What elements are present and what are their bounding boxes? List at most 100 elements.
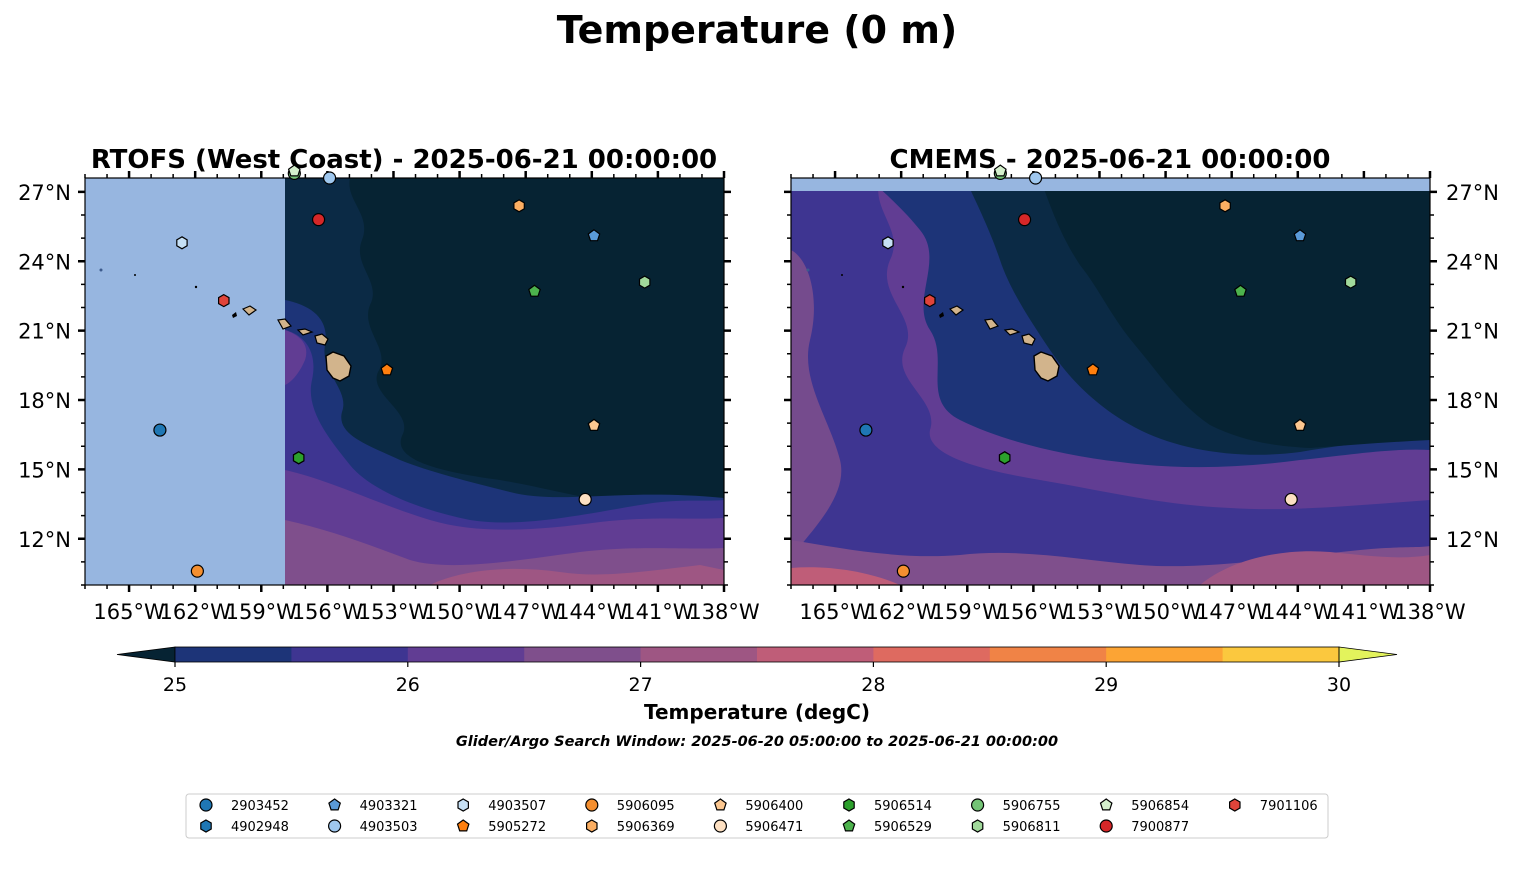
station-marker-5906811 [638,275,651,289]
x-tick-label: 141°W [622,600,694,624]
legend-label: 7900877 [1131,820,1189,835]
colorbar-segment [989,647,1107,662]
axes-left: 165°W162°W159°W156°W153°W150°W147°W144°W… [18,171,760,624]
legend-label: 5906811 [1003,820,1061,835]
station-marker-5906369 [513,199,525,213]
legend-label: 5906514 [874,799,932,814]
station-marker-2903452 [859,423,873,437]
station-legend: 2903452 4902948 4903321 4903503 4903507 59052… [185,793,1329,839]
legend-label: 5906369 [617,820,675,835]
colorbar: 25 26 27 28 29 30 [116,646,1398,696]
colorbar-label: Temperature (degC) [644,700,870,724]
station-marker-7900877 [311,213,326,227]
hawaii-islands-left [99,268,352,382]
colorbar-segment [757,647,874,662]
y-tick-label: 24°N [18,250,71,274]
colorbar-segment [1106,647,1224,662]
legend-label: 7901106 [1260,799,1318,814]
axes-right: 165°W162°W159°W156°W153°W150°W147°W144°W… [784,171,1499,624]
legend-marker-5906471 [713,819,728,833]
ocean-no-data-strip [791,178,1430,191]
colorbar-segment [873,647,991,662]
colorbar-segment [640,647,758,662]
station-marker-7900877 [1017,213,1032,227]
x-tick-label: 144°W [556,600,628,624]
x-tick-label: 162°W [159,600,231,624]
colorbar-segment [524,647,642,662]
legend-marker-4903321 [328,798,342,811]
y-tick-label: 18°N [1446,389,1499,413]
x-tick-label: 153°W [358,600,430,624]
colorbar-tick-label: 27 [629,674,653,696]
colorbar-segment [1222,647,1340,662]
y-tick-label: 21°N [1446,320,1499,344]
station-marker-7901106 [923,293,936,308]
station-marker-4903503 [1028,171,1043,185]
x-tick-label: 144°W [1262,600,1334,624]
station-marker-5906529 [1234,284,1247,297]
legend-label: 5906095 [617,799,675,814]
x-tick-label: 156°W [292,600,364,624]
legend-marker-2903452 [199,798,213,812]
station-marker-4903321 [1293,229,1307,242]
station-marker-4903507 [882,236,894,250]
x-tick-label: 153°W [1064,600,1136,624]
x-tick-label: 165°W [799,600,871,624]
x-tick-label: 162°W [865,600,937,624]
legend-label: 5906400 [745,799,803,814]
legend-label: 4903507 [488,799,546,814]
legend-marker-5906369 [585,819,598,833]
colorbar-tick-label: 25 [163,674,187,696]
y-tick-label: 18°N [18,389,71,413]
station-marker-5906854 [993,164,1007,177]
x-tick-label: 147°W [490,600,562,624]
stations-left [153,164,651,578]
station-marker-5906400 [1293,418,1307,431]
station-marker-5906811 [1344,275,1357,289]
colorbar-extend-low [116,646,176,663]
station-marker-4903321 [587,229,601,242]
station-marker-4903507 [176,236,188,250]
station-marker-5906854 [287,164,301,177]
station-marker-5905272 [1086,363,1100,376]
station-marker-5906471 [1284,492,1298,507]
legend-label: 4902948 [231,820,289,835]
station-marker-7901106 [218,293,230,308]
legend-label: 5906854 [1131,799,1189,814]
colorbar-tick-label: 29 [1094,674,1118,696]
map-panel-cmems: 165°W162°W159°W156°W153°W150°W147°W144°W… [784,164,1499,624]
x-tick-label: 141°W [1328,600,1400,624]
y-tick-label: 12°N [18,528,71,552]
colorbar-tick-label: 30 [1327,674,1351,696]
legend-marker-5906755 [970,798,985,812]
station-marker-5905272 [380,363,394,376]
panel-title-cmems: CMEMS - 2025-06-21 00:00:00 [890,145,1331,175]
y-tick-label: 15°N [1446,458,1499,482]
station-marker-4903503 [322,171,337,185]
legend-marker-5906529 [842,819,856,832]
legend-marker-4903503 [328,819,342,833]
panel-title-rtofs: RTOFS (West Coast) - 2025-06-21 00:00:00 [91,145,717,175]
station-marker-5906400 [587,418,601,431]
station-marker-5906514 [292,451,305,465]
x-tick-label: 159°W [226,600,298,624]
colorbar-extend-high [1338,646,1398,663]
x-tick-label: 150°W [424,600,496,624]
colorbar-segment [291,647,409,662]
legend-label: 4903321 [360,799,418,814]
temperature-field-rtofs [285,178,724,585]
legend-label: 5906755 [1003,799,1061,814]
legend-label: 4903503 [360,820,418,835]
legend-marker-4903507 [457,798,469,812]
legend-marker-7901106 [1228,798,1241,812]
x-tick-label: 150°W [1130,600,1202,624]
legend-label: 5906471 [745,820,803,835]
colorbar-outline [174,646,1340,663]
stations-right [859,164,1357,578]
hawaii-islands-right [806,268,1060,382]
search-window-text: Glider/Argo Search Window: 2025-06-20 05… [456,734,1058,750]
station-marker-5906095 [896,564,910,578]
map-panel-rtofs: 165°W162°W159°W156°W153°W150°W147°W144°W… [18,164,760,624]
y-tick-label: 21°N [18,320,71,344]
legend-label: 5905272 [488,820,546,835]
